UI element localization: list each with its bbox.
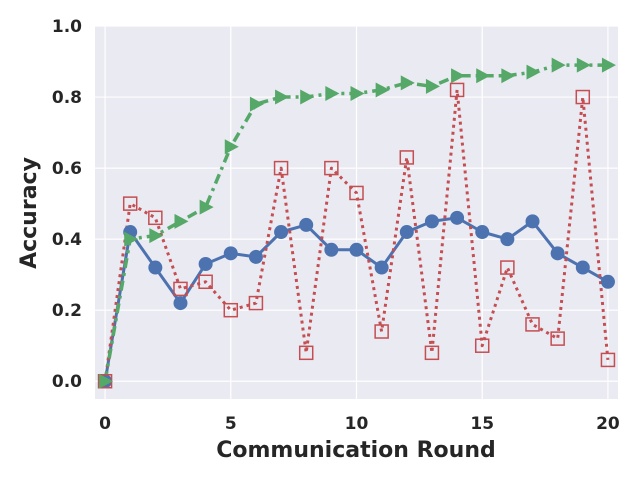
data-point-square	[449, 82, 465, 98]
data-point-triangle	[551, 57, 566, 73]
y-tick-label: 0.4	[52, 230, 82, 250]
data-point-square	[273, 160, 289, 176]
data-point-square	[600, 352, 616, 368]
data-point-square	[399, 150, 415, 165]
data-point-triangle	[576, 57, 591, 73]
data-point-triangle	[350, 85, 365, 101]
data-point-square	[324, 160, 339, 176]
data-point-triangle	[199, 199, 214, 215]
data-point-square	[525, 317, 540, 332]
data-point-circle	[148, 260, 163, 275]
data-point-square	[349, 185, 364, 201]
data-point-square	[298, 345, 314, 361]
x-axis-label: Communication Round	[216, 438, 495, 463]
tick-labels: 0 5 10 15 20 0.0 0.2 0.4 0.6 0.8 1.0	[52, 17, 620, 434]
data-point-triangle	[476, 68, 491, 84]
data-point-circle	[575, 260, 590, 275]
y-tick-label: 0.6	[52, 159, 82, 179]
data-point-triangle	[526, 64, 541, 80]
data-point-square	[550, 331, 565, 346]
data-point-circle	[324, 242, 339, 257]
data-point-circle	[424, 214, 439, 229]
data-point-circle	[500, 232, 515, 247]
data-point-circle	[374, 260, 389, 275]
data-point-circle	[550, 246, 565, 261]
data-point-triangle	[375, 82, 390, 98]
data-point-circle	[198, 257, 213, 272]
data-point-circle	[248, 249, 263, 264]
data-point-square	[500, 260, 515, 275]
data-point-square	[173, 281, 188, 297]
data-point-circle	[223, 246, 238, 261]
data-point-circle	[399, 225, 414, 240]
data-point-square	[148, 210, 163, 226]
y-tick-label: 1.0	[52, 17, 82, 37]
data-point-triangle	[174, 213, 189, 229]
data-point-square	[248, 295, 264, 311]
data-point-triangle	[601, 57, 616, 73]
data-point-triangle	[300, 89, 315, 105]
x-tick-label: 5	[225, 414, 237, 434]
y-tick-label: 0.8	[52, 88, 82, 108]
data-point-triangle	[451, 68, 466, 84]
data-point-square	[374, 324, 389, 339]
data-point-circle	[600, 274, 615, 289]
data-point-triangle	[224, 139, 239, 155]
x-tick-label: 15	[470, 414, 494, 434]
series-layer	[97, 57, 616, 389]
data-point-circle	[274, 225, 289, 240]
data-point-triangle	[249, 96, 264, 112]
data-point-circle	[475, 225, 490, 240]
data-point-triangle	[124, 231, 139, 247]
data-point-triangle	[400, 75, 415, 91]
data-point-square	[575, 89, 591, 105]
data-point-triangle	[325, 85, 340, 101]
data-point-circle	[450, 210, 465, 225]
x-tick-label: 20	[596, 414, 620, 434]
data-point-triangle	[501, 68, 516, 84]
data-point-triangle	[99, 373, 114, 389]
series-line-square	[103, 88, 610, 382]
data-point-square	[424, 345, 440, 361]
data-point-circle	[299, 217, 314, 232]
y-axis-label: Accuracy	[17, 157, 42, 269]
data-point-square	[474, 338, 490, 353]
y-tick-label: 0.2	[52, 301, 82, 321]
y-tick-label: 0.0	[52, 372, 82, 392]
data-point-triangle	[425, 78, 440, 94]
data-point-circle	[349, 242, 364, 257]
data-point-triangle	[275, 89, 290, 105]
data-point-circle	[173, 296, 188, 311]
data-point-square	[223, 302, 239, 318]
data-point-circle	[525, 214, 540, 229]
data-point-square	[198, 274, 213, 290]
x-tick-label: 10	[345, 414, 369, 434]
data-point-square	[122, 196, 138, 211]
x-tick-label: 0	[99, 414, 111, 434]
data-point-triangle	[149, 228, 164, 244]
